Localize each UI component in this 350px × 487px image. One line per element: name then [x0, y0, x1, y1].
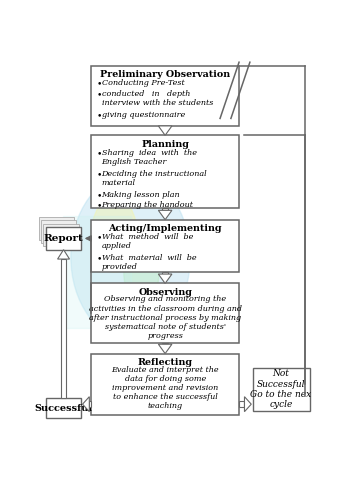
FancyBboxPatch shape — [38, 217, 74, 240]
Text: giving questionnaire: giving questionnaire — [102, 111, 185, 119]
FancyBboxPatch shape — [91, 283, 239, 343]
Text: Observing: Observing — [138, 288, 192, 297]
Polygon shape — [58, 250, 70, 259]
FancyBboxPatch shape — [91, 66, 239, 126]
Bar — [63, 216, 131, 328]
Text: •: • — [97, 79, 102, 89]
FancyBboxPatch shape — [46, 398, 81, 418]
FancyBboxPatch shape — [46, 227, 81, 250]
Text: Not
Successful
Go to the nex
cycle: Not Successful Go to the nex cycle — [251, 369, 312, 410]
Text: conducted   in   depth
interview with the students: conducted in depth interview with the st… — [102, 90, 213, 107]
Text: Preliminary Observation: Preliminary Observation — [100, 71, 230, 79]
Text: Successful: Successful — [35, 404, 92, 412]
FancyBboxPatch shape — [61, 259, 66, 398]
Polygon shape — [158, 210, 172, 220]
FancyBboxPatch shape — [43, 224, 79, 246]
Text: •: • — [97, 111, 102, 120]
Ellipse shape — [124, 240, 159, 304]
Text: Making lesson plan: Making lesson plan — [102, 191, 180, 199]
FancyBboxPatch shape — [41, 221, 76, 243]
Text: •: • — [97, 170, 102, 179]
FancyBboxPatch shape — [162, 208, 168, 210]
Text: Reflecting: Reflecting — [138, 358, 193, 367]
Text: •: • — [97, 90, 102, 99]
FancyBboxPatch shape — [91, 135, 239, 208]
Text: Preparing the handout: Preparing the handout — [102, 201, 194, 209]
Polygon shape — [158, 274, 172, 283]
Text: Sharing  idea  with  the
English Teacher: Sharing idea with the English Teacher — [102, 149, 197, 166]
Circle shape — [71, 175, 190, 340]
Text: Acting/Implementing: Acting/Implementing — [108, 224, 222, 233]
FancyBboxPatch shape — [162, 272, 168, 274]
Text: What  method  will  be
applied: What method will be applied — [102, 233, 193, 250]
Text: Observing and monitoring the
activities in the classroom during and
after instru: Observing and monitoring the activities … — [89, 296, 242, 340]
Text: •: • — [97, 201, 102, 210]
Text: •: • — [97, 191, 102, 200]
Text: •: • — [97, 149, 102, 158]
FancyBboxPatch shape — [89, 401, 91, 407]
FancyBboxPatch shape — [91, 220, 239, 272]
Ellipse shape — [91, 197, 137, 272]
Polygon shape — [244, 397, 251, 412]
FancyBboxPatch shape — [253, 368, 309, 411]
Polygon shape — [83, 397, 89, 412]
Text: Report: Report — [44, 234, 83, 243]
Text: Conducting Pre-Test: Conducting Pre-Test — [102, 79, 184, 88]
Text: What  material  will  be
provided: What material will be provided — [102, 254, 196, 271]
FancyBboxPatch shape — [239, 401, 244, 407]
Text: Planning: Planning — [141, 140, 189, 149]
Text: Deciding the instructional
material: Deciding the instructional material — [102, 170, 207, 187]
FancyBboxPatch shape — [162, 343, 168, 344]
Polygon shape — [158, 344, 172, 354]
FancyBboxPatch shape — [91, 354, 239, 415]
Polygon shape — [158, 126, 172, 135]
Text: Evaluate and interpret the
data for doing some
improvement and revision
to enhan: Evaluate and interpret the data for doin… — [111, 366, 219, 411]
Text: •: • — [97, 254, 102, 263]
Text: •: • — [97, 233, 102, 242]
